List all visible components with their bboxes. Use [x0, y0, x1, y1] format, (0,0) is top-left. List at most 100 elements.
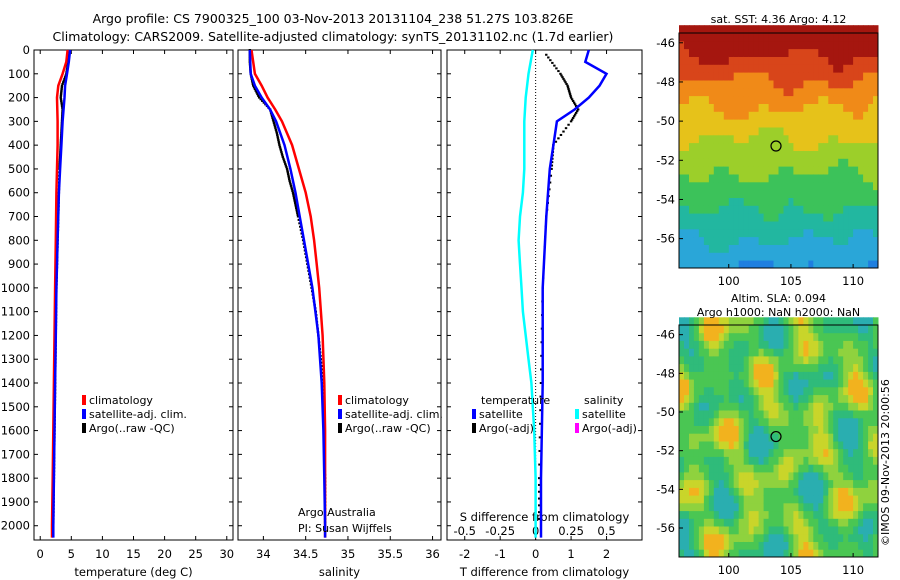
map-cell — [793, 541, 799, 550]
map-cell — [813, 417, 819, 426]
y-tick-label: 800 — [8, 233, 30, 247]
map-cell — [684, 236, 690, 245]
map-cell — [873, 479, 879, 488]
map-cell — [798, 33, 804, 42]
map-cell — [793, 205, 799, 214]
map-cell — [863, 150, 869, 159]
map-cell — [828, 487, 834, 496]
map-cell — [689, 158, 695, 167]
map-cell — [793, 260, 799, 269]
map-cell — [723, 103, 730, 112]
map-cell — [818, 244, 824, 253]
map-cell — [773, 166, 779, 175]
map-cell — [748, 417, 755, 426]
map-cell — [833, 33, 839, 42]
map-cell — [863, 111, 869, 120]
map-cell — [838, 213, 844, 222]
map-cell — [808, 181, 814, 191]
map-cell — [808, 158, 814, 167]
map-cell — [793, 103, 799, 112]
map-cell — [823, 142, 829, 151]
map-cell — [843, 103, 849, 112]
map-cell — [813, 72, 819, 81]
argo-location-marker — [770, 140, 782, 152]
map-cell — [798, 448, 804, 457]
map-cell — [753, 158, 760, 167]
map-cell — [818, 134, 824, 144]
map-cell — [728, 402, 735, 411]
map-cell — [733, 48, 740, 57]
map-cell — [798, 80, 804, 89]
map-cell — [798, 56, 804, 65]
map-cell — [718, 549, 725, 558]
map-cell — [689, 103, 695, 112]
map-cell — [823, 325, 829, 334]
map-cell — [723, 197, 730, 206]
map-cell — [748, 502, 755, 512]
map-cell — [679, 228, 685, 238]
map-cell — [743, 425, 750, 434]
map-cell — [838, 72, 844, 81]
map-cell — [858, 340, 864, 349]
map-cell — [828, 221, 834, 230]
map-cell — [773, 510, 779, 519]
map-cell — [703, 40, 710, 50]
map-cell — [803, 40, 809, 50]
map-cell — [828, 355, 834, 365]
map-cell — [753, 526, 760, 535]
map-cell — [788, 541, 794, 550]
map-cell — [788, 197, 794, 206]
map-cell — [778, 526, 784, 535]
map-cell — [703, 340, 710, 349]
map-cell — [718, 425, 725, 434]
map-cell — [703, 72, 710, 81]
map-cell — [718, 197, 725, 206]
map-cell — [693, 317, 700, 326]
map-cell — [684, 189, 690, 198]
map-cell — [843, 325, 849, 334]
map-cell — [743, 518, 750, 527]
map-cell — [853, 471, 859, 481]
y-tick-label: 1900 — [1, 495, 30, 509]
map-cell — [843, 549, 849, 558]
map-cell — [823, 33, 829, 42]
map-cell — [788, 181, 794, 191]
map-cell — [679, 456, 685, 465]
map-cell — [684, 441, 690, 450]
x-tick-label: 1 — [567, 547, 574, 561]
map-y-tick-label: -46 — [656, 328, 675, 342]
map-cell — [838, 363, 844, 372]
map-cell — [788, 456, 794, 465]
map-cell — [693, 205, 700, 214]
map-cell — [753, 487, 760, 496]
map-cell — [863, 363, 869, 372]
map-cell — [788, 252, 794, 261]
map-cell — [698, 189, 705, 198]
map-cell — [708, 340, 715, 349]
map-cell — [823, 25, 829, 34]
map-cell — [788, 479, 794, 488]
map-cell — [773, 533, 779, 542]
map-cell — [723, 456, 730, 465]
map-cell — [689, 166, 695, 175]
map-cell — [698, 87, 705, 97]
map-cell — [778, 317, 784, 326]
x-tick-label: 34 — [256, 547, 271, 561]
legend-satellite-label: satellite-adj. clim. — [345, 408, 443, 421]
map-cell — [833, 448, 839, 457]
map-cell — [703, 197, 710, 206]
map-cell — [733, 386, 740, 396]
argo-salinity-points — [261, 99, 264, 102]
map-cell — [723, 205, 730, 214]
map-cell — [788, 64, 794, 73]
map-cell — [708, 189, 715, 198]
map-cell — [833, 533, 839, 542]
argo-temperature-points — [60, 105, 64, 108]
map-cell — [853, 252, 859, 261]
map-cell — [813, 332, 819, 341]
map-cell — [783, 33, 789, 42]
map-cell — [679, 80, 685, 89]
map-cell — [783, 549, 789, 558]
map-cell — [753, 119, 760, 128]
map-cell — [778, 111, 784, 120]
